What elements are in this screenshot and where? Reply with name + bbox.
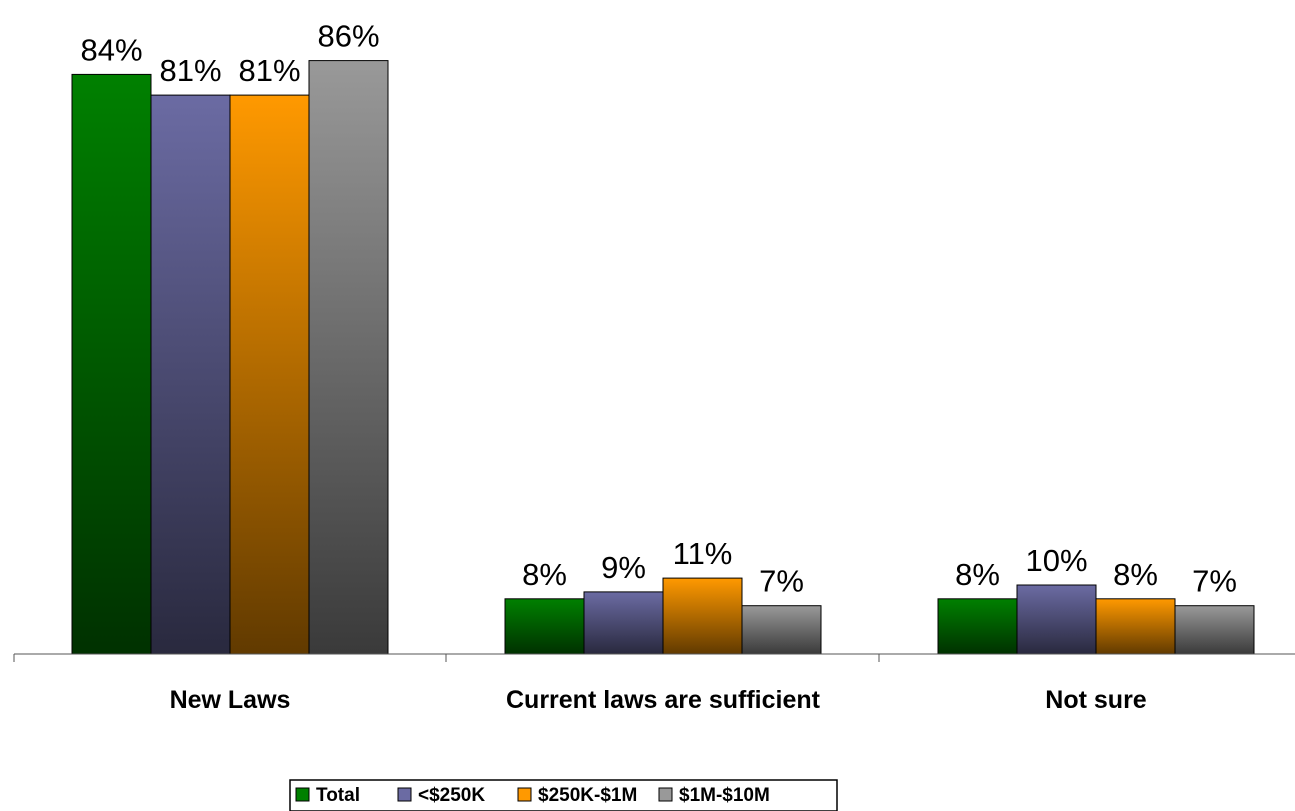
- bar-2-0: [937, 598, 1018, 655]
- legend-swatch-2: [517, 787, 532, 802]
- data-label-1-1: 9%: [601, 550, 646, 585]
- legend: Total <$250K $250K-$1M $1M-$10M: [289, 779, 838, 811]
- data-label-1-3: 7%: [759, 564, 804, 599]
- category-label-2: Not sure: [1045, 686, 1147, 714]
- bar-0-1: [150, 94, 231, 655]
- legend-box: [289, 779, 838, 811]
- data-label-1-2: 11%: [673, 536, 733, 571]
- data-label-2-3: 7%: [1192, 564, 1237, 599]
- legend-swatch-0: [295, 787, 310, 802]
- category-labels-layer: New Laws Current laws are sufficient Not s…: [170, 686, 1147, 714]
- data-label-1-0: 8%: [522, 557, 567, 592]
- data-label-0-1: 81%: [159, 53, 221, 88]
- legend-swatch-3: [658, 787, 673, 802]
- value-labels-layer: 84% 81% 81% 86% 8% 9% 11% 7% 8% 10% 8% 7%: [80, 19, 1236, 599]
- data-label-2-2: 8%: [1113, 557, 1158, 592]
- legend-label-2: $250K-$1M: [538, 785, 637, 806]
- data-label-0-3: 86%: [317, 19, 379, 54]
- data-label-2-0: 8%: [955, 557, 1000, 592]
- data-label-0-2: 81%: [238, 53, 300, 88]
- legend-label-0: Total: [316, 785, 360, 806]
- bar-1-0: [504, 598, 585, 655]
- bars-layer: [71, 60, 1255, 655]
- data-label-0-0: 84%: [80, 32, 142, 67]
- bar-0-0: [71, 73, 152, 655]
- bar-1-1: [583, 591, 664, 655]
- bar-2-2: [1095, 598, 1176, 655]
- x-axis: [13, 653, 1295, 662]
- bar-2-1: [1016, 584, 1097, 655]
- bar-1-3: [741, 605, 822, 655]
- category-label-0: New Laws: [170, 686, 291, 714]
- legend-label-1: <$250K: [418, 785, 485, 806]
- data-label-2-1: 10%: [1025, 543, 1087, 578]
- bar-2-3: [1174, 605, 1255, 655]
- bar-0-3: [308, 60, 389, 655]
- legend-swatch-1: [397, 787, 412, 802]
- bar-0-2: [229, 94, 310, 655]
- category-label-1: Current laws are sufficient: [506, 686, 821, 714]
- bar-1-2: [662, 577, 743, 655]
- legend-label-3: $1M-$10M: [679, 785, 770, 806]
